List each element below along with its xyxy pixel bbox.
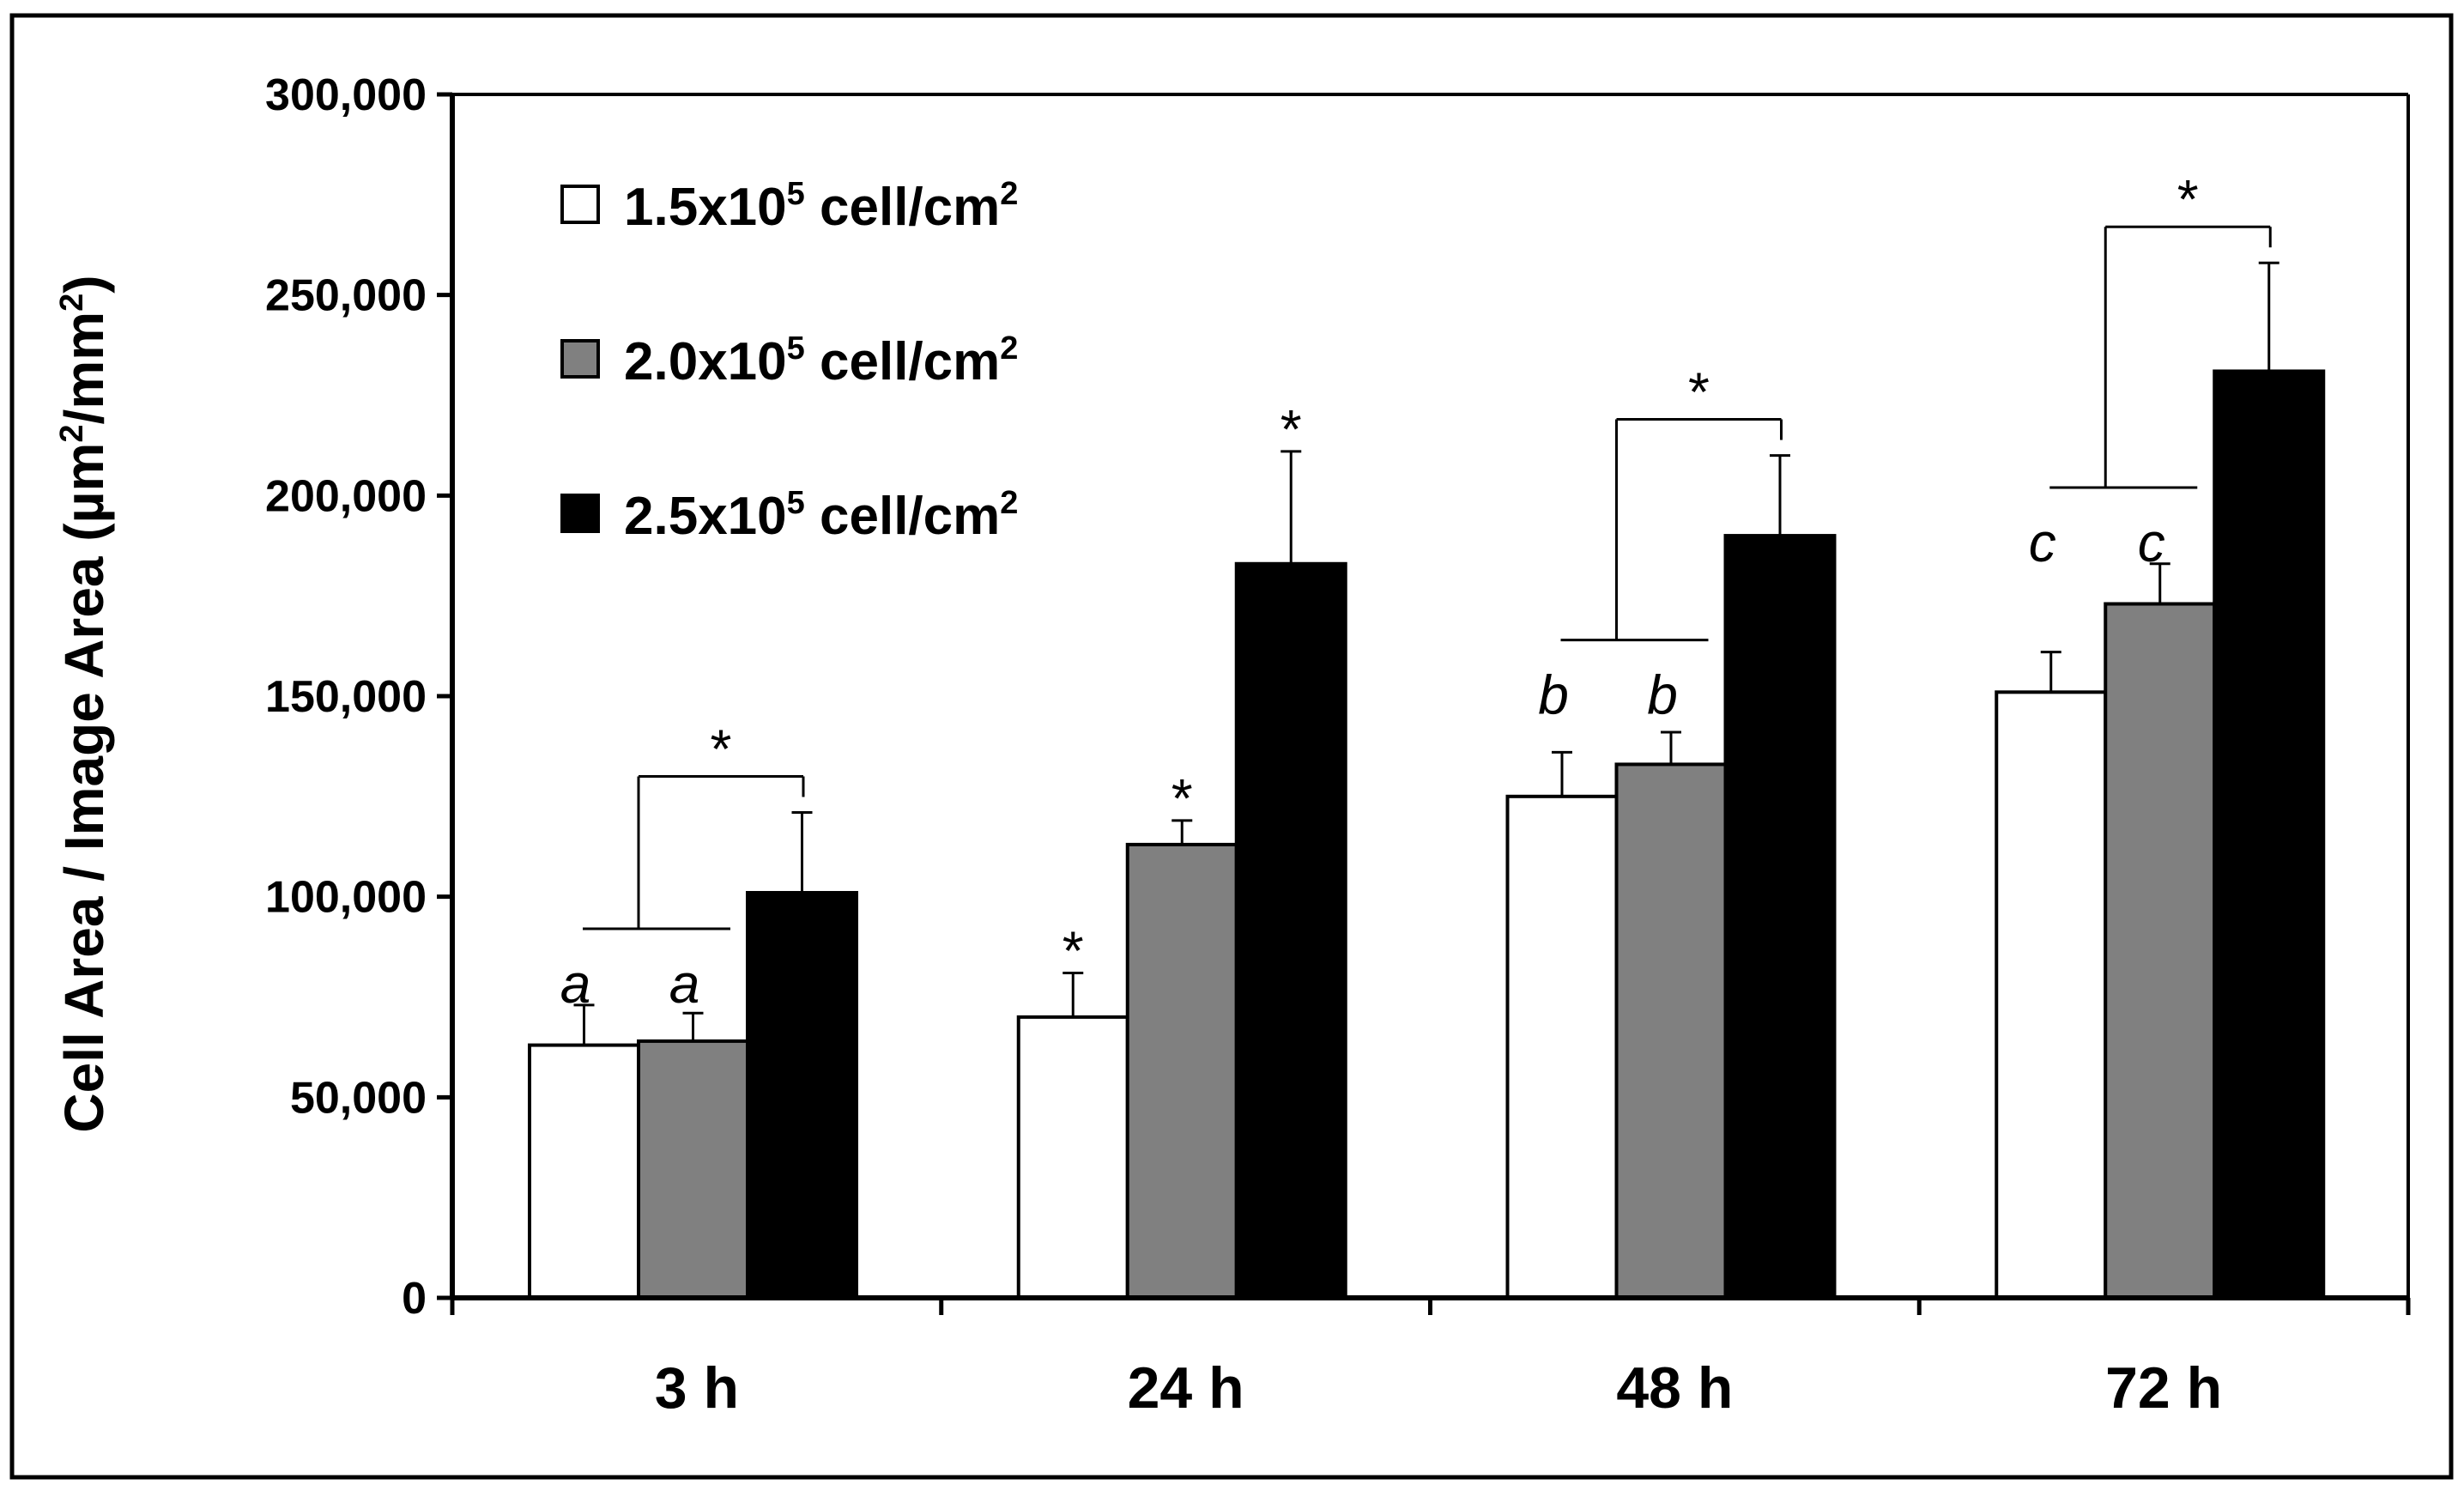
significance-star: * <box>1280 398 1302 460</box>
plot-layer: 0 50,000 100,000 150,000 200,000 250,000 300,0… <box>265 70 2411 1421</box>
group-letter: c <box>2138 512 2165 573</box>
bracket-star: * <box>2177 168 2199 230</box>
y-tick-label: 50,000 <box>290 1073 427 1123</box>
bar <box>637 1039 749 1300</box>
legend-label-2: 2.5x105 cell/cm2 <box>624 485 1018 546</box>
significance-star: * <box>1062 919 1084 981</box>
y-tick-label: 100,000 <box>265 873 427 923</box>
x-tick-label: 24 h <box>1128 1355 1244 1421</box>
y-axis-title-pre: Cell Area / Image Area ( <box>53 523 115 1133</box>
bar <box>1234 561 1347 1300</box>
bracket-star: * <box>711 718 732 779</box>
y-axis-title: Cell Area / Image Area (µm2/mm2) <box>53 275 115 1132</box>
legend-swatch-2 <box>560 494 600 533</box>
bar <box>1995 690 2108 1300</box>
y-axis-title-sup2: 2 <box>54 294 90 312</box>
bar <box>1016 1015 1129 1300</box>
bar <box>1505 794 1619 1300</box>
y-axis-title-post: ) <box>53 275 115 293</box>
x-tick-label: 48 h <box>1616 1355 1733 1421</box>
y-tick-label: 250,000 <box>265 271 427 321</box>
bar <box>528 1043 640 1300</box>
x-tick-label: 72 h <box>2105 1355 2222 1421</box>
bar <box>2213 369 2326 1300</box>
legend-label-1: 2.0x105 cell/cm2 <box>624 330 1018 391</box>
bar <box>1723 534 1837 1300</box>
group-letter: c <box>2029 512 2056 573</box>
bar <box>2104 602 2217 1300</box>
y-axis-title-sup1: 2 <box>54 424 90 442</box>
y-axis-title-unit1: µm <box>53 443 115 524</box>
bar <box>746 890 858 1300</box>
legend-swatch-1 <box>560 339 600 379</box>
group-letter: a <box>669 953 700 1015</box>
bracket-star: * <box>1688 361 1710 423</box>
y-tick-label: 150,000 <box>265 672 427 722</box>
legend-swatch-0 <box>560 185 600 224</box>
group-letter: b <box>1538 664 1569 726</box>
group-letter: b <box>1647 664 1678 726</box>
bar <box>1614 762 1728 1300</box>
legend: 1.5x105 cell/cm2 2.0x105 cell/cm2 2.5x10… <box>560 176 1018 546</box>
significance-star: * <box>1171 767 1193 829</box>
x-tick-label: 3 h <box>655 1355 739 1421</box>
bar <box>1125 842 1238 1300</box>
y-tick-label: 0 <box>402 1274 427 1324</box>
y-tick-label: 300,000 <box>265 70 427 120</box>
y-tick-label: 200,000 <box>265 471 427 521</box>
legend-label-0: 1.5x105 cell/cm2 <box>624 176 1018 237</box>
y-axis-title-mid: /mm <box>53 312 115 425</box>
group-letter: a <box>560 953 591 1015</box>
